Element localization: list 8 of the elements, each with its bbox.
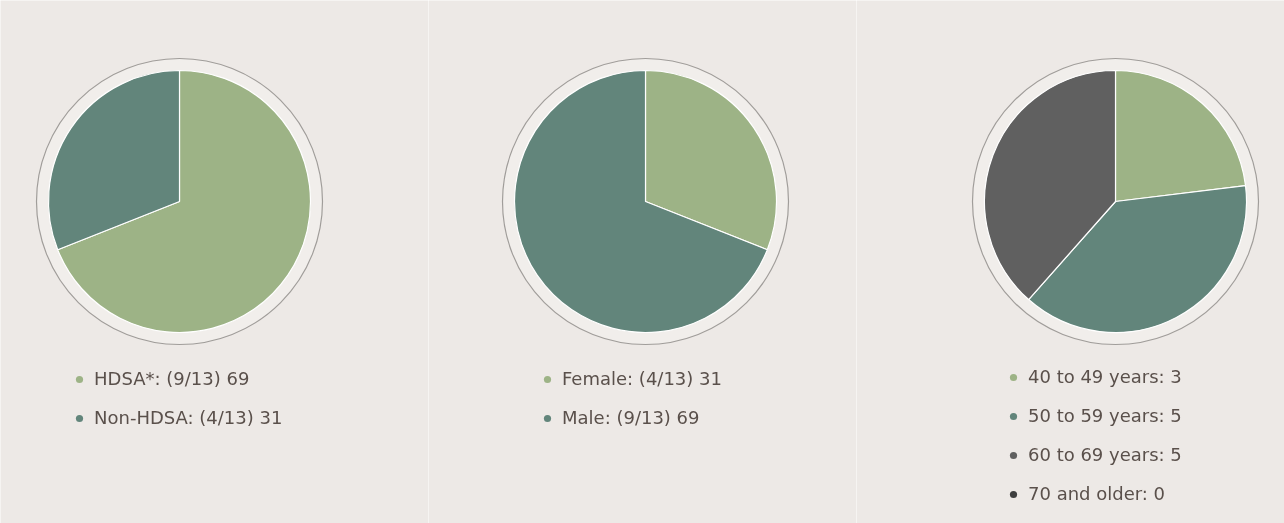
legend-label: Female: (4/13) 31 — [562, 368, 722, 389]
legend-label: Non-HDSA: (4/13) 31 — [94, 407, 283, 428]
legend-label: HDSA*: (9/13) 69 — [94, 368, 250, 389]
legend-label: 70 and older: 0 — [1028, 483, 1166, 504]
legend-label: 50 to 59 years: 5 — [1028, 405, 1182, 426]
legend-label: 60 to 69 years: 5 — [1028, 444, 1182, 465]
legend-label: Male: (9/13) 69 — [562, 407, 700, 428]
legend-label: 40 to 49 years: 3 — [1028, 366, 1182, 387]
